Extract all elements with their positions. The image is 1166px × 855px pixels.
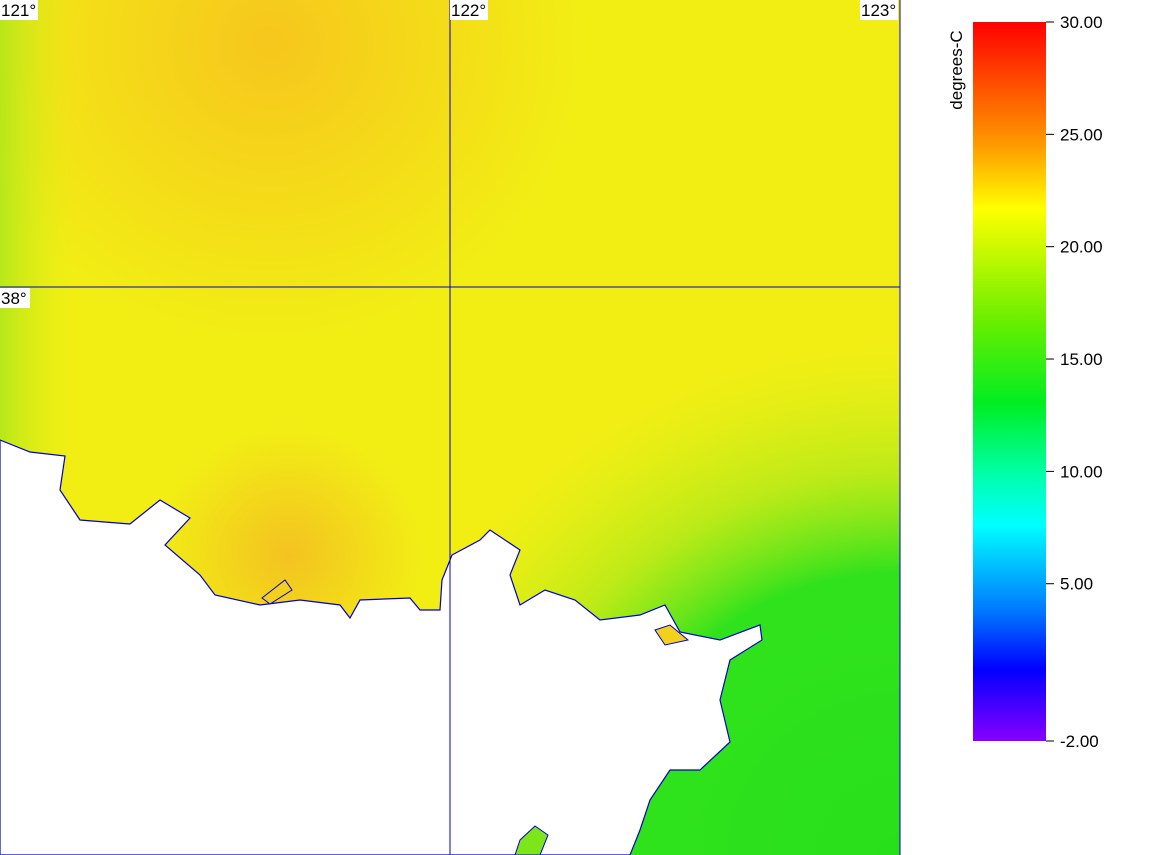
- island: [514, 825, 549, 855]
- colorbar-tick-label: 10.00: [1060, 462, 1103, 481]
- graticule: 121° 122° 123° 38°: [0, 0, 901, 855]
- lon-label: 121°: [1, 1, 36, 20]
- colorbar-tick-label: 15.00: [1060, 350, 1103, 369]
- colorbar-tick-label: -2.00: [1060, 732, 1099, 751]
- label-box: [0, 0, 38, 20]
- colorbar-tick-label: 5.00: [1060, 575, 1093, 594]
- label-box: [0, 288, 30, 308]
- colorbar-title: degrees-C: [947, 30, 966, 109]
- lon-label: 122°: [451, 1, 486, 20]
- colorbar-tick-label: 20.00: [1060, 238, 1103, 257]
- colorbar-tick-label: 30.00: [1060, 13, 1103, 32]
- lat-label: 38°: [1, 289, 27, 308]
- land: [0, 439, 763, 855]
- colorbar-tick-label: 25.00: [1060, 125, 1103, 144]
- label-box: [450, 0, 488, 20]
- colorbar-ticks: 30.00 25.00 20.00 15.00 10.00 5.00 -2.00: [1046, 13, 1103, 751]
- label-box: [860, 0, 898, 20]
- island: [261, 579, 293, 605]
- island: [654, 624, 690, 646]
- colorbar: [973, 22, 1046, 741]
- lon-label: 123°: [861, 1, 896, 20]
